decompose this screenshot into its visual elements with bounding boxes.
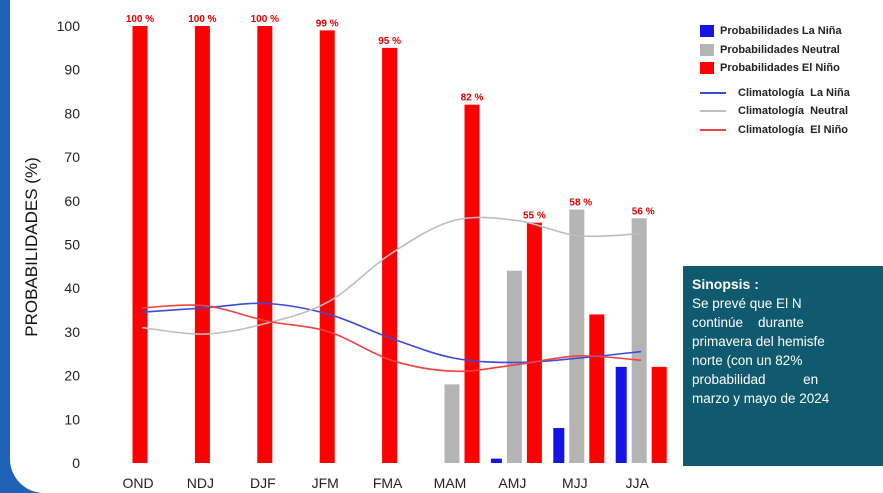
bar-el_nino [257, 26, 273, 463]
bar-el_nino [526, 222, 542, 463]
legend-item: Climatología Neutral [700, 102, 850, 121]
y-axis-label: PROBABILIDADES (%) [22, 157, 41, 337]
legend-item: Climatología El Niño [700, 121, 850, 140]
legend-swatch [700, 91, 726, 94]
y-tick-label: 60 [64, 193, 80, 209]
y-tick-label: 40 [64, 280, 80, 296]
legend-item: Probabilidades Neutral [700, 41, 850, 60]
line-clim_neutral [141, 216, 642, 335]
chart-legend: Probabilidades La Niña Probabilidades Neu… [700, 22, 850, 139]
legend-item: Climatología La Niña [700, 84, 850, 103]
synopsis-line: probabilidad en [692, 372, 819, 387]
legend-label: Probabilidades La Niña [720, 25, 842, 38]
legend-label: Climatología Neutral [738, 105, 849, 118]
legend-swatch [700, 62, 714, 75]
synopsis-line: norte (con un 82% [692, 353, 803, 368]
y-tick-label: 0 [72, 455, 80, 471]
data-label: 95 % [378, 36, 401, 47]
data-label: 56 % [632, 206, 655, 217]
x-tick-label: MAM [434, 475, 467, 491]
x-tick-label: JFM [312, 475, 339, 491]
bar-el_nino [589, 314, 605, 463]
legend-label: Probabilidades El Niño [720, 62, 840, 75]
bar-neutral [506, 270, 522, 463]
line-clim_el_nino [141, 304, 642, 373]
data-label: 58 % [569, 198, 592, 209]
bar-neutral [444, 384, 460, 463]
data-label: 99 % [316, 18, 339, 29]
legend-swatch [700, 25, 714, 38]
y-tick-label: 20 [64, 368, 80, 384]
bar-el_nino [132, 26, 148, 463]
legend-swatch [700, 110, 726, 113]
data-label: 100 % [251, 14, 279, 25]
legend-swatch [700, 43, 714, 56]
bar-la_nina [615, 366, 627, 463]
synopsis-title: Sinopsis : [692, 276, 759, 292]
legend-item: Probabilidades La Niña [700, 22, 850, 41]
synopsis-line: Se prevé que El N [692, 296, 802, 311]
synopsis-box: Sinopsis : Se prevé que El N continúe du… [683, 266, 883, 466]
y-tick-label: 80 [64, 105, 80, 121]
y-tick-label: 50 [64, 237, 80, 253]
x-tick-label: OND [122, 475, 153, 491]
bar-la_nina [490, 458, 502, 463]
data-label: 82 % [461, 93, 484, 104]
bar-la_nina [553, 428, 565, 463]
legend-swatch [700, 128, 726, 131]
legend-label: Climatología El Niño [738, 123, 849, 136]
bar-el_nino [464, 104, 480, 463]
x-tick-label: AMJ [498, 475, 526, 491]
x-tick-label: JJA [626, 475, 650, 491]
legend-label: Probabilidades Neutral [720, 43, 840, 56]
x-tick-label: NDJ [187, 475, 214, 491]
y-tick-label: 100 [57, 18, 81, 34]
data-label: 100 % [188, 14, 216, 25]
bar-neutral [569, 209, 585, 463]
y-tick-label: 70 [64, 149, 80, 165]
x-tick-label: MJJ [562, 475, 588, 491]
x-tick-label: FMA [373, 475, 403, 491]
data-label: 100 % [126, 14, 154, 25]
data-label: 55 % [523, 211, 546, 222]
x-tick-label: DJF [250, 475, 276, 491]
bar-el_nino [651, 366, 667, 463]
synopsis-line: primavera del hemisfe [692, 334, 825, 349]
bar-neutral [631, 218, 647, 463]
bar-el_nino [194, 26, 210, 463]
y-tick-label: 30 [64, 324, 80, 340]
line-clim_la_nina [141, 302, 642, 364]
y-tick-label: 90 [64, 62, 80, 78]
y-tick-label: 10 [64, 411, 80, 427]
legend-label: Climatología La Niña [738, 86, 850, 99]
synopsis-line: continúe durante [692, 315, 804, 330]
synopsis-line: marzo y mayo de 2024 [692, 391, 830, 406]
bar-el_nino [319, 30, 335, 464]
legend-item: Probabilidades El Niño [700, 59, 850, 78]
